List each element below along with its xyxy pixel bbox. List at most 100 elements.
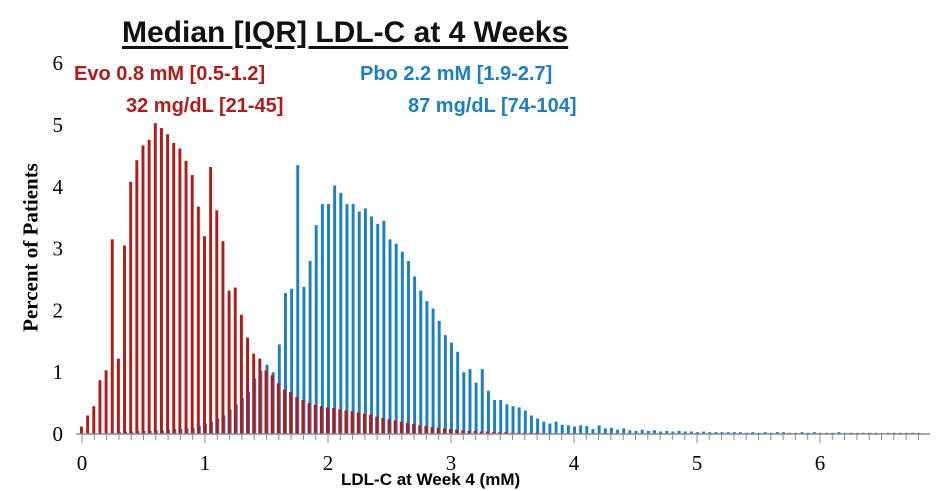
evo-bar bbox=[289, 391, 293, 434]
pbo-bar bbox=[714, 432, 718, 434]
evo-bar bbox=[449, 429, 452, 434]
x-tick-label: 0 bbox=[77, 451, 88, 475]
x-tick-label: 5 bbox=[692, 451, 703, 475]
evo-bar bbox=[356, 412, 360, 434]
pbo-bar bbox=[511, 406, 515, 434]
pbo-bar bbox=[573, 426, 576, 434]
evo-bar bbox=[129, 181, 133, 434]
pbo-bar bbox=[652, 430, 656, 434]
y-tick-label: 6 bbox=[53, 51, 64, 75]
pbo-bar bbox=[566, 425, 570, 434]
evo-bar bbox=[498, 432, 502, 434]
pbo-bar bbox=[400, 251, 404, 434]
evo-bar bbox=[203, 236, 206, 434]
pbo-bar bbox=[363, 208, 367, 434]
pbo-bar bbox=[370, 216, 374, 434]
pbo-bar bbox=[837, 432, 841, 434]
evo-bar bbox=[399, 421, 403, 434]
pbo-bar bbox=[376, 223, 380, 434]
evo-bar bbox=[184, 160, 188, 434]
pbo-bar bbox=[591, 429, 595, 434]
evo-median-mgdl-annotation: 32 mg/dL [21-45] bbox=[126, 95, 284, 117]
pbo-bar bbox=[462, 372, 466, 434]
pbo-bar bbox=[763, 432, 767, 434]
pbo-bar bbox=[351, 204, 355, 434]
pbo-bar bbox=[283, 293, 287, 434]
evo-bar bbox=[405, 422, 409, 434]
pbo-bar bbox=[505, 404, 509, 434]
pbo-bar bbox=[413, 276, 417, 434]
pbo-bar bbox=[431, 308, 435, 434]
evo-bar bbox=[387, 419, 391, 434]
pbo-bar bbox=[425, 301, 429, 434]
evo-bar bbox=[215, 210, 219, 434]
evo-bar bbox=[301, 400, 305, 434]
pbo-bar bbox=[486, 390, 490, 434]
pbo-bar bbox=[683, 431, 687, 434]
pbo-bar bbox=[394, 243, 398, 434]
evo-bar bbox=[141, 145, 145, 434]
pbo-bar bbox=[308, 260, 312, 434]
pbo-bar bbox=[665, 430, 669, 434]
pbo-bar bbox=[406, 260, 410, 434]
pbo-bar bbox=[646, 430, 650, 434]
evo-bar bbox=[221, 241, 225, 434]
evo-bar bbox=[135, 160, 139, 435]
evo-bar bbox=[178, 148, 182, 435]
pbo-bar bbox=[812, 432, 816, 434]
y-tick-label: 4 bbox=[53, 175, 64, 199]
evo-bar bbox=[270, 375, 274, 434]
evo-bar bbox=[252, 353, 256, 434]
pbo-bar bbox=[296, 165, 300, 435]
y-tick-label: 2 bbox=[53, 298, 64, 322]
pbo-bar bbox=[542, 421, 546, 434]
y-tick-label: 3 bbox=[53, 237, 64, 261]
pbo-bar bbox=[720, 432, 724, 434]
x-tick-label: 6 bbox=[815, 451, 826, 475]
pbo-bar bbox=[339, 192, 343, 434]
evo-bar bbox=[153, 123, 157, 435]
evo-bar bbox=[412, 424, 416, 434]
evo-bar bbox=[233, 287, 237, 434]
evo-bar bbox=[86, 415, 90, 434]
pbo-bar bbox=[554, 421, 558, 434]
evo-bar bbox=[104, 370, 108, 434]
evo-bar bbox=[123, 245, 127, 434]
evo-bar bbox=[455, 429, 459, 434]
evo-bar bbox=[196, 206, 200, 434]
pbo-bar bbox=[499, 400, 503, 434]
evo-bar bbox=[436, 427, 440, 434]
pbo-bar bbox=[775, 432, 779, 434]
pbo-bar bbox=[345, 204, 349, 434]
x-tick-label: 4 bbox=[569, 451, 580, 475]
x-tick-label: 1 bbox=[200, 451, 211, 475]
pbo-bar bbox=[357, 211, 361, 434]
pbo-bar bbox=[696, 432, 699, 434]
pbo-bar bbox=[290, 288, 294, 434]
evo-bar bbox=[307, 403, 311, 434]
evo-bar bbox=[98, 380, 102, 434]
evo-bar bbox=[166, 134, 170, 434]
pbo-bar bbox=[603, 428, 607, 434]
pbo-bar bbox=[622, 428, 626, 434]
pbo-bar bbox=[333, 185, 337, 434]
evo-bar bbox=[369, 414, 373, 434]
evo-bar bbox=[461, 430, 465, 434]
pbo-bar bbox=[616, 429, 620, 434]
evo-bar bbox=[258, 358, 262, 434]
evo-bar bbox=[313, 404, 317, 434]
evo-bar bbox=[80, 426, 83, 434]
pbo-bar bbox=[443, 335, 447, 434]
pbo-bar bbox=[523, 410, 527, 434]
evo-bar bbox=[350, 411, 354, 434]
evo-bar bbox=[467, 430, 471, 434]
evo-bar bbox=[159, 128, 163, 434]
pbo-bar bbox=[671, 431, 675, 434]
pbo-bar bbox=[560, 424, 564, 434]
pbo-bar bbox=[609, 427, 613, 434]
evo-bar bbox=[424, 425, 428, 434]
evo-bar bbox=[295, 396, 299, 434]
evo-bar bbox=[92, 406, 96, 434]
